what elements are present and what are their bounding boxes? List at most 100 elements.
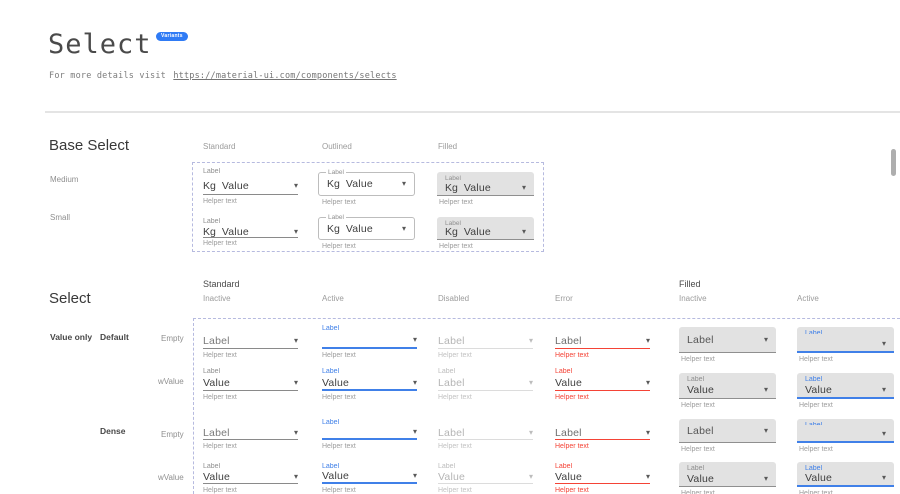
select-value: Value [322,470,350,482]
select-value-row: ▾ [805,338,886,349]
select-input[interactable]: Label ▾ [438,376,533,391]
dropdown-arrow-icon: ▾ [881,472,886,482]
select-input[interactable]: Label Kg Value ▾ [318,169,415,196]
dropdown-arrow-icon: ▾ [412,427,417,436]
select-input[interactable]: ▾ [322,426,417,440]
column-header-filled: Filled [438,142,458,151]
dropdown-arrow-icon: ▾ [645,427,650,437]
state-header-error: Error [555,294,573,303]
column-header-standard: Standard [203,142,236,151]
row-label-dense-wvalue: wValue [158,473,184,482]
select-dense-active-empty: Label ▾ Helper text [322,419,417,450]
select-input[interactable]: Label ▾ [679,419,776,443]
row-group-label: Value only [50,332,93,342]
select-input[interactable]: Value ▾ [203,376,298,391]
select-label: Label [687,465,705,472]
select-value-row: Label ▾ [687,425,768,437]
section-divider [45,111,900,113]
select-value-row: Value ▾ [805,384,886,396]
select-label: Label [805,376,823,383]
select-input[interactable]: Label Value ▾ [679,462,776,487]
helper-text: Helper text [438,443,472,450]
select-label: Label [203,368,221,375]
select-input[interactable]: Value ▾ [438,470,533,484]
select-input[interactable]: Label ▾ [203,333,298,349]
select-input[interactable]: Label ▾ [679,327,776,353]
select-filled-small: Label Kg Value ▾ Helper text [437,217,534,250]
select-input[interactable]: Label ▾ [438,333,533,349]
select-prefix: Kg [203,179,216,192]
select-input[interactable]: Label Value ▾ [679,373,776,399]
select-label: Label [322,463,340,470]
state-header-disabled: Disabled [438,294,470,303]
select-value: Value [203,377,231,389]
helper-text: Helper text [438,352,472,359]
select-input[interactable]: Label ▾ [203,426,298,440]
state-header-filled-active: Active [797,294,819,303]
helper-text: Helper text [439,243,473,250]
select-dense-disabled-empty: Label Label ▾ Helper text [438,419,533,450]
dropdown-arrow-icon: ▾ [412,377,417,387]
dropdown-arrow-icon: ▾ [763,385,768,395]
select-filled-dense-active-wvalue: Label Value ▾ Helper text [797,462,894,494]
select-input[interactable]: Kg Value ▾ [203,177,298,195]
select-placeholder: Label [555,334,582,347]
helper-text: Helper text [203,487,237,494]
helper-text: Helper text [438,394,472,401]
state-header-filled-inactive: Inactive [679,294,707,303]
select-dense-inactive-empty: Label Label ▾ Helper text [203,419,298,450]
dropdown-arrow-icon: ▾ [528,471,533,481]
scrollbar-thumb[interactable] [891,149,896,176]
select-label: Label [203,168,221,175]
select-input[interactable]: Value ▾ [322,376,417,391]
page-title: Select [48,29,152,60]
select-outlined-small: Label Kg Value ▾ Helper text [318,214,415,250]
base-select-heading: Base Select [49,137,130,154]
select-input[interactable]: Value ▾ [203,470,298,484]
helper-text: Helper text [555,352,589,359]
select-input[interactable]: Label ▾ [797,419,894,443]
select-input[interactable]: Label ▾ [438,426,533,440]
select-value: Value [805,471,833,484]
select-input[interactable]: Label ▾ [555,333,650,349]
select-placeholder: Label [203,426,230,439]
dropdown-arrow-icon: ▾ [293,226,298,236]
select-dense-error-empty: Label Label ▾ Helper text [555,419,650,450]
select-label: Label [445,220,461,225]
helper-text: Helper text [681,356,715,363]
select-input[interactable]: Value ▾ [322,470,417,484]
select-input[interactable]: Kg Value ▾ [203,226,298,238]
details-link[interactable]: https://material-ui.com/components/selec… [173,71,397,81]
select-input[interactable]: Label Kg Value ▾ [437,172,534,196]
select-input[interactable]: Label Value ▾ [797,462,894,487]
column-header-outlined: Outlined [322,142,352,151]
select-value: Value [687,472,715,485]
select-value: Value [687,384,715,397]
helper-text: Helper text [203,394,237,401]
helper-text: Helper text [555,487,589,494]
dropdown-arrow-icon: ▾ [293,378,298,387]
select-input[interactable]: Value ▾ [555,376,650,391]
select-input[interactable]: Label Value ▾ [797,373,894,399]
helper-text: Helper text [555,443,589,450]
select-input[interactable]: Label Kg Value ▾ [318,214,415,240]
dropdown-arrow-icon: ▾ [645,335,650,345]
select-standard-inactive-wvalue: Label Value ▾ Helper text [203,368,298,401]
dropdown-arrow-icon: ▾ [401,223,406,233]
helper-text: Helper text [322,199,356,206]
select-label: Label [555,368,573,375]
select-prefix: Kg [445,225,458,238]
select-input[interactable]: Label ▾ [797,327,894,353]
select-value: Value [555,470,583,483]
select-value: Value [345,222,373,235]
select-input[interactable]: ▾ [322,333,417,349]
select-value: Value [221,179,249,192]
select-label: Label [445,175,461,181]
select-input[interactable]: Label Kg Value ▾ [437,217,534,240]
select-value: Value [221,225,249,238]
select-input[interactable]: Value ▾ [555,470,650,484]
helper-text: Helper text [555,394,589,401]
select-input[interactable]: Label ▾ [555,426,650,440]
dropdown-arrow-icon: ▾ [401,179,406,188]
select-frame-left [193,318,194,494]
